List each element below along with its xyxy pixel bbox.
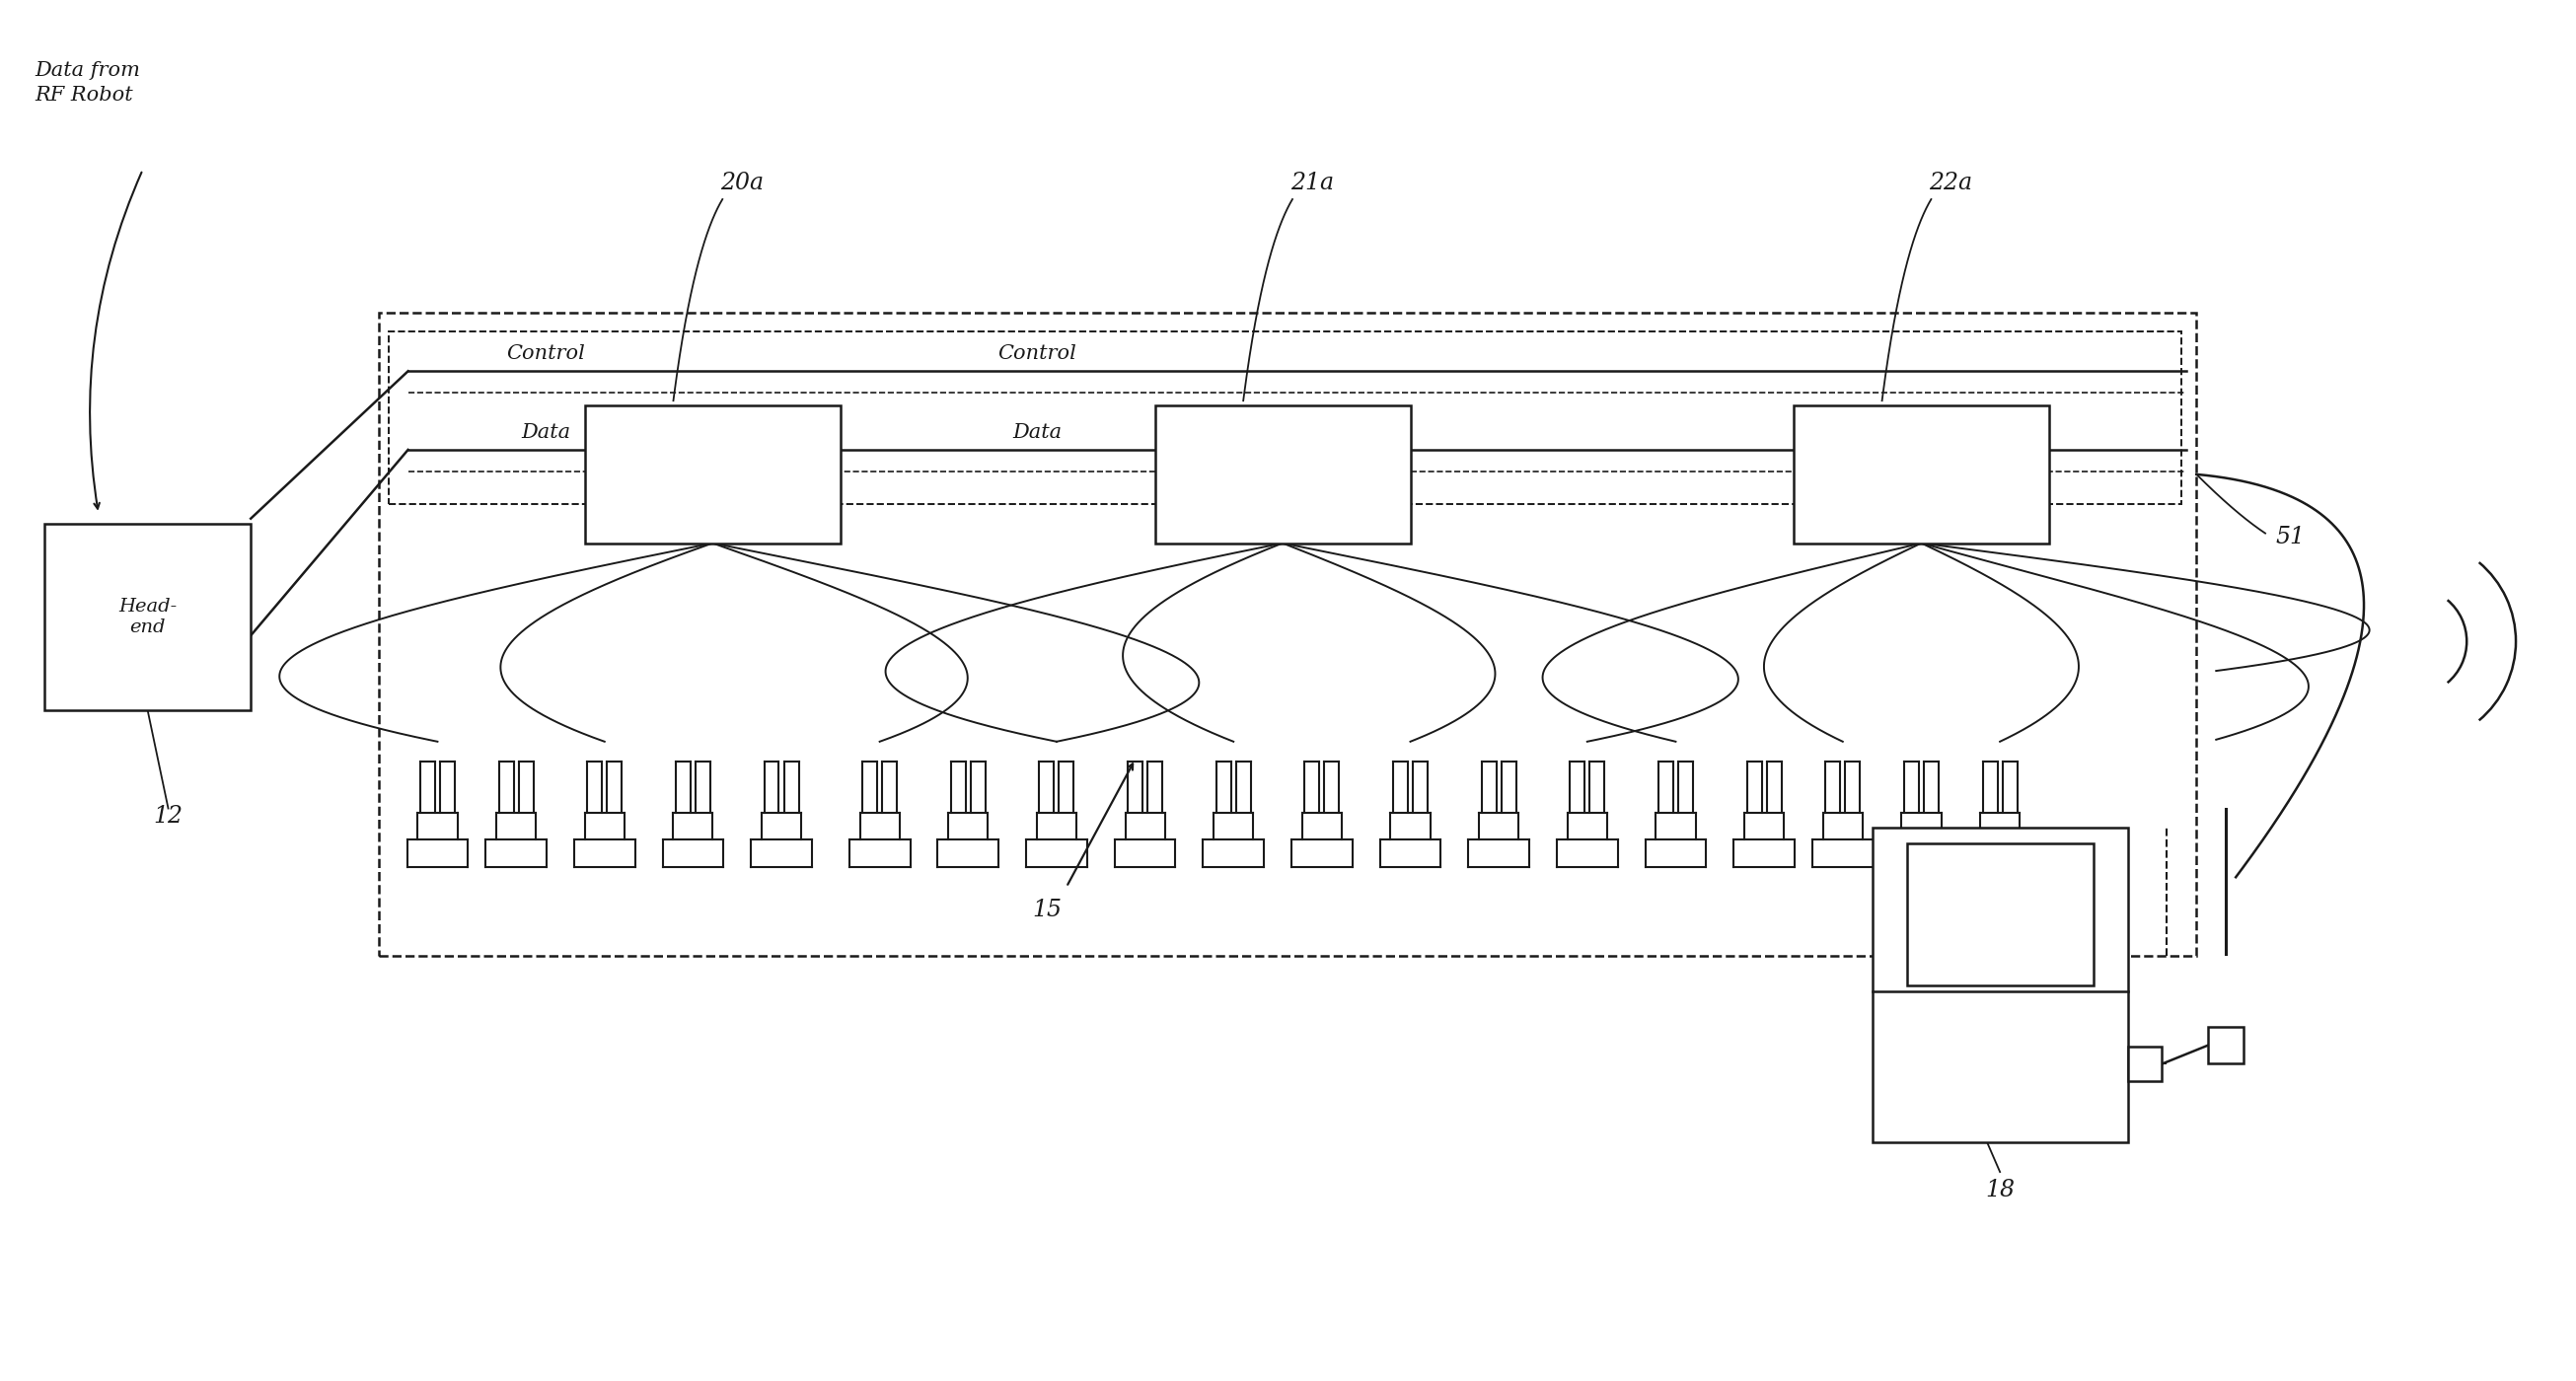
Text: Control: Control [997,345,1077,363]
Bar [44,523,250,710]
Text: Data from
RF Robot: Data from RF Robot [33,62,139,105]
Text: Control: Control [507,345,585,363]
Bar [2208,1026,2244,1063]
Bar [1793,406,2048,543]
Text: 21a: 21a [1291,171,1334,195]
Text: 20a: 20a [721,171,765,195]
Text: Head-
end: Head- end [118,598,178,635]
Bar [1154,406,1409,543]
Bar [2128,1047,2161,1081]
Text: 51: 51 [2275,525,2306,548]
Text: 18: 18 [1986,1179,2014,1201]
Text: 22a: 22a [1929,171,1973,195]
Text: 12: 12 [155,805,183,829]
Bar [1873,829,2128,1142]
Text: Data: Data [520,423,569,442]
Bar [585,406,840,543]
Text: Data: Data [1012,423,1061,442]
Bar [1906,844,2094,985]
Text: 15: 15 [1033,899,1061,921]
